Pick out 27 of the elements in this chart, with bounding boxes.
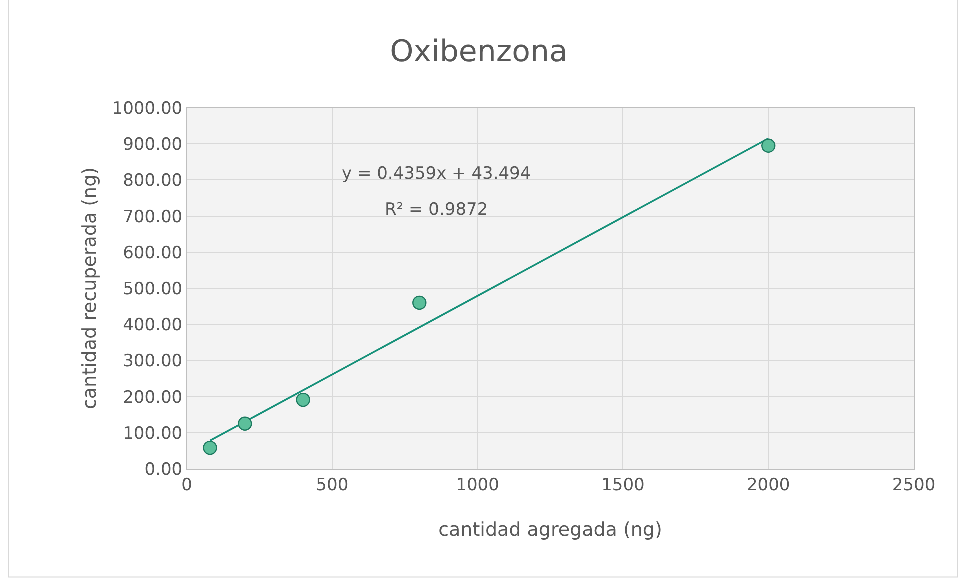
point [762, 138, 776, 154]
y-axis-title: cantidad recuperada (ng) [79, 167, 102, 410]
y-tick-label: 700.00 [123, 207, 183, 228]
y-tick-label: 1000.00 [112, 98, 183, 119]
x-tick-label: 1000 [456, 475, 500, 496]
y-tick-label: 400.00 [123, 316, 183, 336]
x-axis-title: cantidad agregada (ng) [438, 519, 662, 541]
point [203, 440, 218, 456]
y-tick-label: 300.00 [123, 352, 183, 372]
point [296, 392, 310, 408]
y-tick-label: 900.00 [123, 135, 183, 156]
y-tick-label: 800.00 [123, 171, 183, 192]
annotation: y = 0.4359x + 43.494 [342, 164, 532, 184]
annotation: R² = 0.9872 [385, 200, 488, 220]
x-tick-label: 2000 [746, 475, 790, 496]
x-tick-label: 1500 [602, 475, 645, 496]
y-tick-label: 500.00 [123, 279, 183, 300]
y-tick-label: 600.00 [123, 243, 183, 264]
point [238, 416, 252, 431]
y-tick-label: 200.00 [123, 388, 183, 408]
y-tick-label: 100.00 [123, 424, 183, 444]
x-tick-label: 0 [182, 475, 192, 496]
x-tick-label: 2500 [892, 475, 936, 496]
point [412, 296, 427, 310]
x-tick-label: 500 [316, 475, 349, 496]
y-tick-label: 0.00 [144, 460, 183, 480]
chart-title: Oxibenzona [390, 34, 568, 70]
